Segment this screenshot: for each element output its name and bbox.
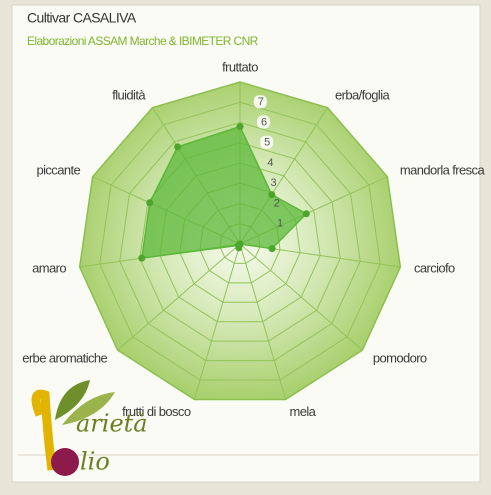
data-point [268, 245, 276, 253]
data-point [234, 241, 242, 249]
logo-one [31, 389, 57, 471]
axis-spoke [239, 243, 287, 400]
axis-label: frutti di bosco [122, 404, 191, 419]
axis-label: fruttato [222, 60, 258, 75]
r-tick-label: 6 [261, 116, 267, 128]
axis-spoke [117, 243, 241, 351]
logo-olive [51, 448, 79, 476]
axis-label: erbe aromatiche [22, 351, 107, 366]
data-point [302, 210, 310, 218]
data-point [268, 191, 276, 199]
logo-word: lio [80, 448, 110, 476]
r-tick-label: 5 [264, 137, 270, 149]
tick-label-bg [260, 135, 274, 149]
chart-subtitle: Elaborazioni ASSAM Marche & IBIMETER CNR [27, 34, 259, 48]
axis-label: erba/foglia [335, 88, 390, 103]
chart-title: Cultivar CASALIVA [27, 10, 137, 26]
logo-leaf [62, 392, 115, 425]
logo: arietà lio [31, 380, 148, 476]
data-point [146, 199, 154, 207]
axis-label: mela [290, 404, 317, 419]
data-point [174, 143, 182, 151]
r-tick-label: 7 [258, 96, 264, 108]
tick-label-bg [253, 95, 267, 109]
r-tick-label: 1 [277, 218, 283, 230]
axis-label: amaro [32, 260, 66, 275]
axis-label: carciofo [414, 260, 455, 275]
r-tick-label: 3 [271, 177, 277, 189]
logo-word: arietà [76, 410, 148, 438]
axis-spoke [239, 243, 363, 351]
logo-leaf [55, 380, 90, 420]
axis-label: mandorla fresca [400, 162, 486, 177]
axis-label: fluidità [112, 88, 146, 103]
grid-ring [99, 101, 381, 381]
axis-spoke [193, 243, 241, 400]
tick-label-bg [257, 115, 270, 129]
r-tick-label: 2 [274, 197, 280, 209]
axis-label: pomodoro [373, 351, 427, 366]
data-point [236, 123, 244, 131]
grid-ring [119, 121, 361, 362]
r-tick-label: 4 [267, 157, 273, 169]
plot: 1 2 3 4 5 6 7 fruttato erba/foglia mandorla fresc… [22, 60, 486, 419]
axis-label: piccante [36, 162, 80, 177]
data-point [138, 254, 146, 262]
